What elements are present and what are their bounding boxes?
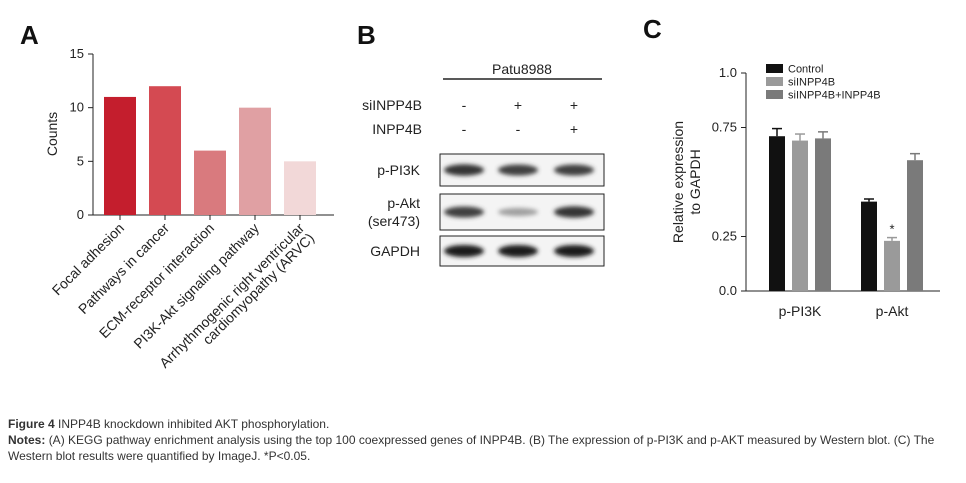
blot-treatment-mark: - <box>462 121 467 137</box>
chart-c-bar <box>792 140 808 291</box>
chart-c-xtick-label: p-PI3K <box>779 303 822 319</box>
blot-band <box>444 244 484 258</box>
chart-c-ytick-label: 0.25 <box>712 229 737 244</box>
chart-c-bar <box>769 136 785 291</box>
blot-treatment-mark: + <box>570 97 578 113</box>
blot-band <box>498 164 538 176</box>
blot-treatment-mark: - <box>516 121 521 137</box>
chart-a-xtick-label: cardiomyopathy (ARVC) <box>199 230 317 348</box>
chart-c-ylabel-line1: Relative expression <box>670 121 686 243</box>
blot-band <box>554 206 594 218</box>
chart-c-legend-label: Control <box>788 64 823 76</box>
panel-c-letter: C <box>643 14 662 44</box>
blot-band-row: GAPDH <box>370 235 605 267</box>
chart-a-ylabel: Counts <box>44 112 60 156</box>
blot-band <box>554 244 594 258</box>
figure-caption: Figure 4 INPP4B knockdown inhibited AKT … <box>8 416 958 464</box>
chart-a-ytick-label: 15 <box>70 46 84 61</box>
quantification-chart: Relative expression to GAPDH 0.0 0.25 0.75… <box>670 64 940 319</box>
chart-c-ytick-label: 0.0 <box>719 283 737 298</box>
blot-band-label: GAPDH <box>370 243 420 259</box>
blot-band-row: p-PI3K <box>377 153 605 187</box>
chart-c-legend-swatch <box>766 90 783 99</box>
chart-a-bar <box>149 86 181 215</box>
blot-band <box>444 206 484 218</box>
panel-a-letter: A <box>20 20 39 50</box>
chart-c-ytick-label: 1.0 <box>719 65 737 80</box>
chart-a-bar <box>284 161 316 215</box>
blot-band-row: p-Akt (ser473) <box>368 193 605 231</box>
blot-band-label: p-PI3K <box>377 162 420 178</box>
blot-band-label: p-Akt <box>387 195 420 211</box>
chart-c-bar <box>815 138 831 291</box>
blot-band <box>554 164 594 176</box>
blot-row-label: INPP4B <box>372 121 422 137</box>
chart-c-bar <box>907 160 923 291</box>
chart-c-bar <box>861 201 877 291</box>
chart-c-bar <box>884 240 900 291</box>
panel-b-letter: B <box>357 20 376 50</box>
blot-band <box>498 244 538 258</box>
blot-treatment-mark: - <box>462 97 467 113</box>
caption-title-line: Figure 4 INPP4B knockdown inhibited AKT … <box>8 416 958 432</box>
chart-c-legend-swatch <box>766 64 783 73</box>
blot-band <box>444 164 484 176</box>
chart-c-ylabel-line2: to GAPDH <box>687 149 703 214</box>
blot-treatment-mark: + <box>514 97 522 113</box>
chart-a-ytick-label: 0 <box>77 207 84 222</box>
caption-notes-label: Notes: <box>8 433 46 447</box>
chart-a-bar <box>194 150 226 215</box>
chart-c-legend-label: siINPP4B <box>788 77 835 89</box>
chart-a-ytick-label: 10 <box>70 100 84 115</box>
chart-a-bar <box>239 107 271 215</box>
chart-c-significance-marker: * <box>889 222 894 237</box>
blot-treatment-mark: + <box>570 121 578 137</box>
caption-figure-label: Figure 4 <box>8 417 55 431</box>
western-blot: Patu8988 siINPP4B - + + INPP4B - - + p-PI3K p-Ak… <box>362 61 605 267</box>
chart-c-xtick-label: p-Akt <box>876 303 909 319</box>
blot-band-label: (ser473) <box>368 213 420 229</box>
chart-c-ytick-label: 0.75 <box>712 120 737 135</box>
chart-a-bar <box>104 96 136 215</box>
chart-a-ytick-label: 5 <box>77 153 84 168</box>
caption-notes-text: (A) KEGG pathway enrichment analysis usi… <box>8 433 935 463</box>
blot-cell-line: Patu8988 <box>492 61 552 77</box>
chart-c-legend-swatch <box>766 77 783 86</box>
caption-title: INPP4B knockdown inhibited AKT phosphory… <box>58 417 330 431</box>
caption-notes-line: Notes: (A) KEGG pathway enrichment analy… <box>8 432 958 464</box>
blot-row-label: siINPP4B <box>362 97 422 113</box>
blot-band <box>498 207 538 217</box>
chart-c-legend-label: siINPP4B+INPP4B <box>788 90 881 102</box>
